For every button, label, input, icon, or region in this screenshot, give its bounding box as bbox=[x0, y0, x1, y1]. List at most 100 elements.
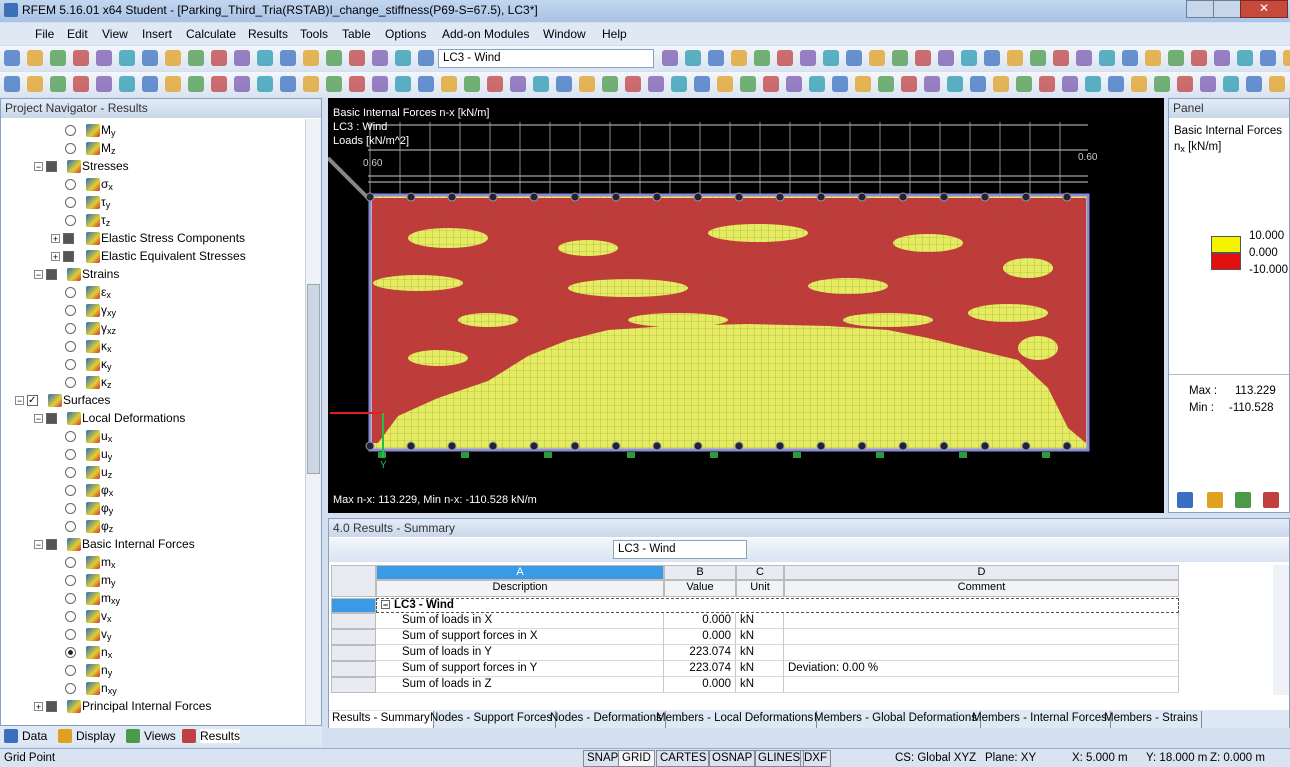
navigator-tab[interactable]: Results bbox=[200, 729, 241, 743]
status-toggle[interactable]: OSNAP bbox=[708, 750, 757, 767]
toolbar-button[interactable] bbox=[464, 76, 480, 92]
toolbar-button[interactable] bbox=[625, 76, 641, 92]
toolbar-button[interactable] bbox=[924, 76, 940, 92]
toolbar-button[interactable] bbox=[823, 50, 839, 66]
tree-item[interactable]: Surfaces bbox=[63, 393, 110, 407]
menu-item[interactable]: Calculate bbox=[186, 27, 237, 41]
tree-item[interactable]: vy bbox=[101, 627, 112, 642]
results-tab[interactable]: Nodes - Deformations bbox=[547, 711, 666, 728]
toolbar-button[interactable] bbox=[947, 76, 963, 92]
toolbar-button[interactable] bbox=[832, 76, 848, 92]
toolbar-button[interactable] bbox=[1131, 76, 1147, 92]
toolbar-button[interactable] bbox=[717, 76, 733, 92]
toolbar-button[interactable] bbox=[280, 50, 296, 66]
tree-item[interactable]: φy bbox=[101, 501, 113, 516]
menu-item[interactable]: Add-on Modules bbox=[442, 27, 530, 41]
checkbox[interactable] bbox=[46, 269, 57, 280]
toolbar-button[interactable] bbox=[418, 50, 434, 66]
toolbar-button[interactable] bbox=[1214, 50, 1230, 66]
results-tab[interactable]: Members - Strains bbox=[1101, 711, 1202, 728]
tree-item[interactable]: Principal Internal Forces bbox=[82, 699, 211, 713]
toolbar-button[interactable] bbox=[984, 50, 1000, 66]
expander[interactable]: − bbox=[34, 270, 43, 280]
toolbar-button[interactable] bbox=[1246, 76, 1262, 92]
toolbar-button[interactable] bbox=[372, 50, 388, 66]
toolbar-button[interactable] bbox=[671, 76, 687, 92]
results-tab[interactable]: Members - Internal Forces bbox=[969, 711, 1111, 728]
radio-button[interactable] bbox=[65, 377, 76, 388]
toolbar-button[interactable] bbox=[50, 50, 66, 66]
tree-item[interactable]: nx bbox=[101, 645, 112, 660]
menu-item[interactable]: Results bbox=[248, 27, 289, 41]
toolbar-button[interactable] bbox=[280, 76, 296, 92]
toolbar-button[interactable] bbox=[211, 50, 227, 66]
tree-item[interactable]: φx bbox=[101, 483, 113, 498]
toolbar-button[interactable] bbox=[418, 76, 434, 92]
checkbox[interactable]: ✓ bbox=[27, 395, 38, 406]
tree-item[interactable]: γxy bbox=[101, 303, 116, 318]
toolbar-button[interactable] bbox=[855, 76, 871, 92]
radio-button[interactable] bbox=[65, 503, 76, 514]
toolbar-button[interactable] bbox=[1283, 50, 1290, 66]
expander[interactable]: + bbox=[51, 234, 60, 244]
toolbar-button[interactable] bbox=[50, 76, 66, 92]
radio-button[interactable] bbox=[65, 143, 76, 154]
toolbar-button[interactable] bbox=[1168, 50, 1184, 66]
menu-item[interactable]: File bbox=[35, 27, 55, 41]
toolbar-button[interactable] bbox=[1099, 50, 1115, 66]
status-toggle[interactable]: DXF bbox=[800, 750, 831, 767]
close-button[interactable]: ✕ bbox=[1240, 0, 1288, 18]
expander[interactable]: − bbox=[34, 540, 43, 550]
maximize-button[interactable] bbox=[1213, 0, 1241, 18]
toolbar-button[interactable] bbox=[662, 50, 678, 66]
tree-item[interactable]: τy bbox=[101, 195, 110, 210]
checkbox[interactable] bbox=[46, 413, 57, 424]
panel-button[interactable] bbox=[1235, 492, 1251, 508]
scrollbar[interactable] bbox=[305, 119, 321, 725]
expander[interactable]: + bbox=[51, 252, 60, 262]
tree-item[interactable]: uy bbox=[101, 447, 112, 462]
toolbar-button[interactable] bbox=[1223, 76, 1239, 92]
toolbar-button[interactable] bbox=[372, 76, 388, 92]
radio-button[interactable] bbox=[65, 449, 76, 460]
toolbar-button[interactable] bbox=[1016, 76, 1032, 92]
tree-item[interactable]: κx bbox=[101, 339, 112, 354]
toolbar-button[interactable] bbox=[961, 50, 977, 66]
radio-button[interactable] bbox=[65, 485, 76, 496]
toolbar-button[interactable] bbox=[349, 76, 365, 92]
navigator-tab[interactable]: Data bbox=[22, 729, 48, 743]
group-row[interactable]: − LC3 - Wind bbox=[376, 598, 1179, 613]
toolbar-button[interactable] bbox=[349, 50, 365, 66]
radio-button[interactable] bbox=[65, 179, 76, 190]
toolbar-button[interactable] bbox=[1269, 76, 1285, 92]
status-toggle[interactable]: GLINES bbox=[754, 750, 805, 767]
checkbox[interactable] bbox=[46, 539, 57, 550]
toolbar-button[interactable] bbox=[165, 50, 181, 66]
panel-button[interactable] bbox=[1207, 492, 1223, 508]
toolbar-button[interactable] bbox=[892, 50, 908, 66]
radio-button[interactable] bbox=[65, 575, 76, 586]
tree-item[interactable]: Local Deformations bbox=[82, 411, 185, 425]
checkbox[interactable] bbox=[46, 161, 57, 172]
toolbar-button[interactable] bbox=[234, 50, 250, 66]
menu-item[interactable]: Edit bbox=[67, 27, 88, 41]
menu-item[interactable]: Help bbox=[602, 27, 627, 41]
toolbar-button[interactable] bbox=[142, 50, 158, 66]
toolbar-button[interactable] bbox=[1039, 76, 1055, 92]
toolbar-button[interactable] bbox=[938, 50, 954, 66]
toolbar-button[interactable] bbox=[1237, 50, 1253, 66]
tree-item[interactable]: Elastic Equivalent Stresses bbox=[101, 249, 246, 263]
table-scrollbar[interactable] bbox=[1273, 565, 1289, 695]
tree-item[interactable]: σx bbox=[101, 177, 113, 192]
toolbar-button[interactable] bbox=[556, 76, 572, 92]
tree-item[interactable]: εx bbox=[101, 285, 111, 300]
toolbar-button[interactable] bbox=[27, 76, 43, 92]
tree-item[interactable]: τz bbox=[101, 213, 110, 228]
checkbox[interactable] bbox=[63, 233, 74, 244]
toolbar-button[interactable] bbox=[878, 76, 894, 92]
tree-item[interactable]: mxy bbox=[101, 591, 120, 606]
tree-item[interactable]: κy bbox=[101, 357, 112, 372]
toolbar-button[interactable] bbox=[395, 50, 411, 66]
toolbar-button[interactable] bbox=[1030, 50, 1046, 66]
toolbar-button[interactable] bbox=[303, 50, 319, 66]
